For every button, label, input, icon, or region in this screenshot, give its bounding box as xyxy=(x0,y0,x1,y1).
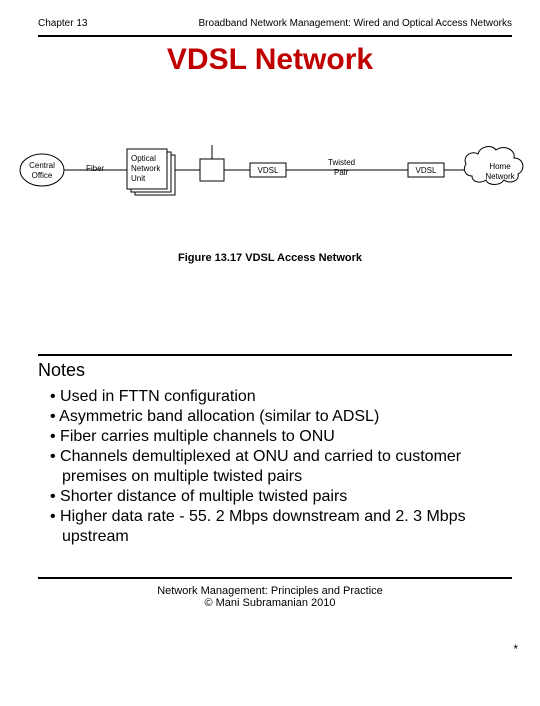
svg-text:Network: Network xyxy=(131,164,161,173)
notes-list: • Used in FTTN configuration• Asymmetric… xyxy=(50,387,506,547)
svg-text:Fiber: Fiber xyxy=(86,164,105,173)
footer: Network Management: Principles and Pract… xyxy=(0,585,540,609)
svg-text:Central: Central xyxy=(29,161,55,170)
notes-rule-top xyxy=(38,354,512,356)
svg-text:Twisted: Twisted xyxy=(328,158,355,167)
footer-line1: Network Management: Principles and Pract… xyxy=(0,585,540,597)
notes-item: • Asymmetric band allocation (similar to… xyxy=(50,407,506,427)
notes-item: • Higher data rate - 55. 2 Mbps downstre… xyxy=(50,507,506,547)
header-subtitle: Broadband Network Management: Wired and … xyxy=(87,18,512,29)
svg-text:Pair: Pair xyxy=(334,168,349,177)
svg-text:Office: Office xyxy=(32,171,53,180)
svg-text:Home: Home xyxy=(489,162,511,171)
notes-item: • Channels demultiplexed at ONU and carr… xyxy=(50,447,506,487)
svg-text:VDSL: VDSL xyxy=(416,166,437,175)
header-rule xyxy=(38,35,512,37)
notes-item: • Used in FTTN configuration xyxy=(50,387,506,407)
notes-heading: Notes xyxy=(38,360,540,381)
slide-number: * xyxy=(513,642,518,656)
chapter-label: Chapter 13 xyxy=(38,18,87,29)
header-row: Chapter 13 Broadband Network Management:… xyxy=(0,0,540,33)
footer-line2: © Mani Subramanian 2010 xyxy=(0,597,540,609)
page-title: VDSL Network xyxy=(0,43,540,77)
vdsl-diagram: FiberTwistedPairCentralOfficeOpticalNetw… xyxy=(0,115,540,225)
footer-rule xyxy=(38,577,512,579)
notes-item: • Fiber carries multiple channels to ONU xyxy=(50,427,506,447)
figure-caption: Figure 13.17 VDSL Access Network xyxy=(0,252,540,264)
svg-text:VDSL: VDSL xyxy=(258,166,279,175)
notes-item: • Shorter distance of multiple twisted p… xyxy=(50,487,506,507)
svg-text:Optical: Optical xyxy=(131,154,156,163)
svg-text:Unit: Unit xyxy=(131,174,146,183)
svg-text:Network: Network xyxy=(485,172,515,181)
